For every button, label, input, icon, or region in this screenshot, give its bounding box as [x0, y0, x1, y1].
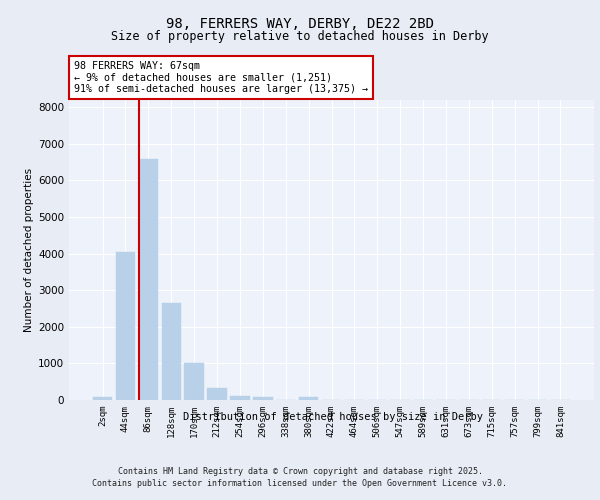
Bar — [253, 397, 272, 400]
Bar — [93, 397, 112, 400]
Bar — [139, 158, 158, 400]
Bar — [116, 252, 135, 400]
Y-axis label: Number of detached properties: Number of detached properties — [24, 168, 34, 332]
Bar — [299, 397, 319, 400]
Text: Size of property relative to detached houses in Derby: Size of property relative to detached ho… — [111, 30, 489, 43]
Text: Distribution of detached houses by size in Derby: Distribution of detached houses by size … — [183, 412, 483, 422]
Bar — [230, 396, 250, 400]
Text: Contains public sector information licensed under the Open Government Licence v3: Contains public sector information licen… — [92, 479, 508, 488]
Text: 98, FERRERS WAY, DERBY, DE22 2BD: 98, FERRERS WAY, DERBY, DE22 2BD — [166, 18, 434, 32]
Bar — [184, 364, 204, 400]
Bar — [161, 303, 181, 400]
Bar — [208, 388, 227, 400]
Text: Contains HM Land Registry data © Crown copyright and database right 2025.: Contains HM Land Registry data © Crown c… — [118, 468, 482, 476]
Text: 98 FERRERS WAY: 67sqm
← 9% of detached houses are smaller (1,251)
91% of semi-de: 98 FERRERS WAY: 67sqm ← 9% of detached h… — [74, 61, 368, 94]
